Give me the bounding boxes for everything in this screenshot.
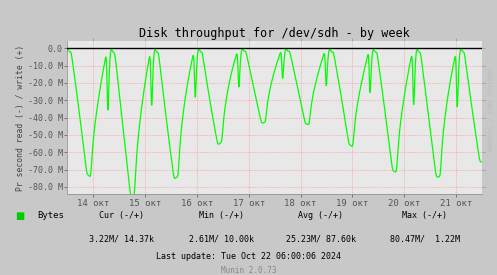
- Text: RRDTOOL / TOBI OETIKER: RRDTOOL / TOBI OETIKER: [489, 69, 494, 151]
- Text: Bytes: Bytes: [37, 211, 64, 220]
- Text: Last update: Tue Oct 22 06:00:06 2024: Last update: Tue Oct 22 06:00:06 2024: [156, 252, 341, 261]
- Text: 25.23M/ 87.60k: 25.23M/ 87.60k: [286, 235, 355, 244]
- Text: Cur (-/+): Cur (-/+): [99, 211, 144, 220]
- Title: Disk throughput for /dev/sdh - by week: Disk throughput for /dev/sdh - by week: [139, 27, 410, 40]
- Text: Max (-/+): Max (-/+): [403, 211, 447, 220]
- Text: 3.22M/ 14.37k: 3.22M/ 14.37k: [89, 235, 154, 244]
- Text: 2.61M/ 10.00k: 2.61M/ 10.00k: [189, 235, 253, 244]
- Text: Min (-/+): Min (-/+): [199, 211, 244, 220]
- Y-axis label: Pr second read (-) / write (+): Pr second read (-) / write (+): [16, 45, 25, 191]
- Text: Munin 2.0.73: Munin 2.0.73: [221, 266, 276, 275]
- Text: ■: ■: [15, 211, 24, 221]
- Text: Avg (-/+): Avg (-/+): [298, 211, 343, 220]
- Text: 80.47M/  1.22M: 80.47M/ 1.22M: [390, 235, 460, 244]
